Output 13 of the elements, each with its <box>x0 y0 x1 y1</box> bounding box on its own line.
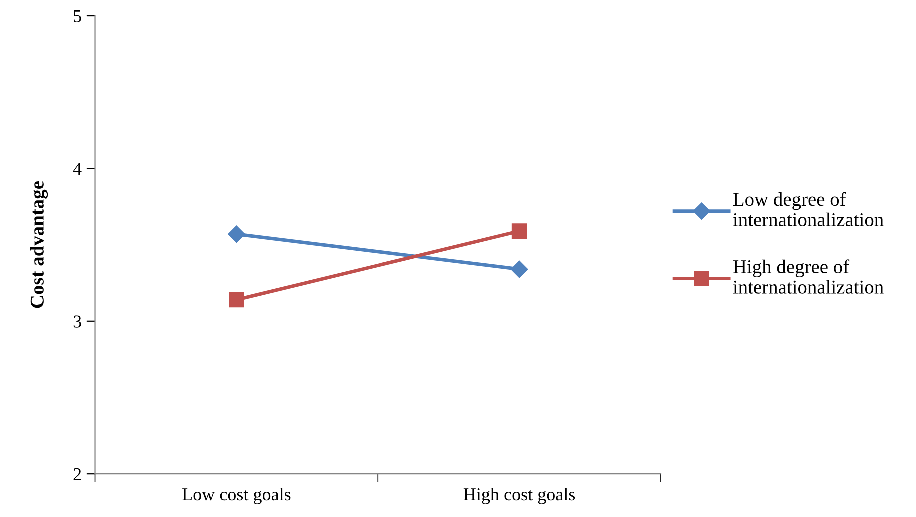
x-tick-label: Low cost goals <box>182 488 291 504</box>
x-tick-label: High cost goals <box>464 488 576 504</box>
point <box>511 260 528 278</box>
y-axis-title: Cost advantage <box>30 182 48 308</box>
point <box>229 292 244 308</box>
y-tick-label: 5 <box>74 10 82 22</box>
legend-label: High degree of internationalization <box>733 260 884 294</box>
point <box>228 226 246 243</box>
point <box>512 224 528 239</box>
y-tick-label: 4 <box>73 163 82 175</box>
legend-label: Low degree of internationalization <box>733 192 884 227</box>
y-tick-label: 2 <box>74 468 82 480</box>
y-tick-label: 3 <box>74 316 82 328</box>
